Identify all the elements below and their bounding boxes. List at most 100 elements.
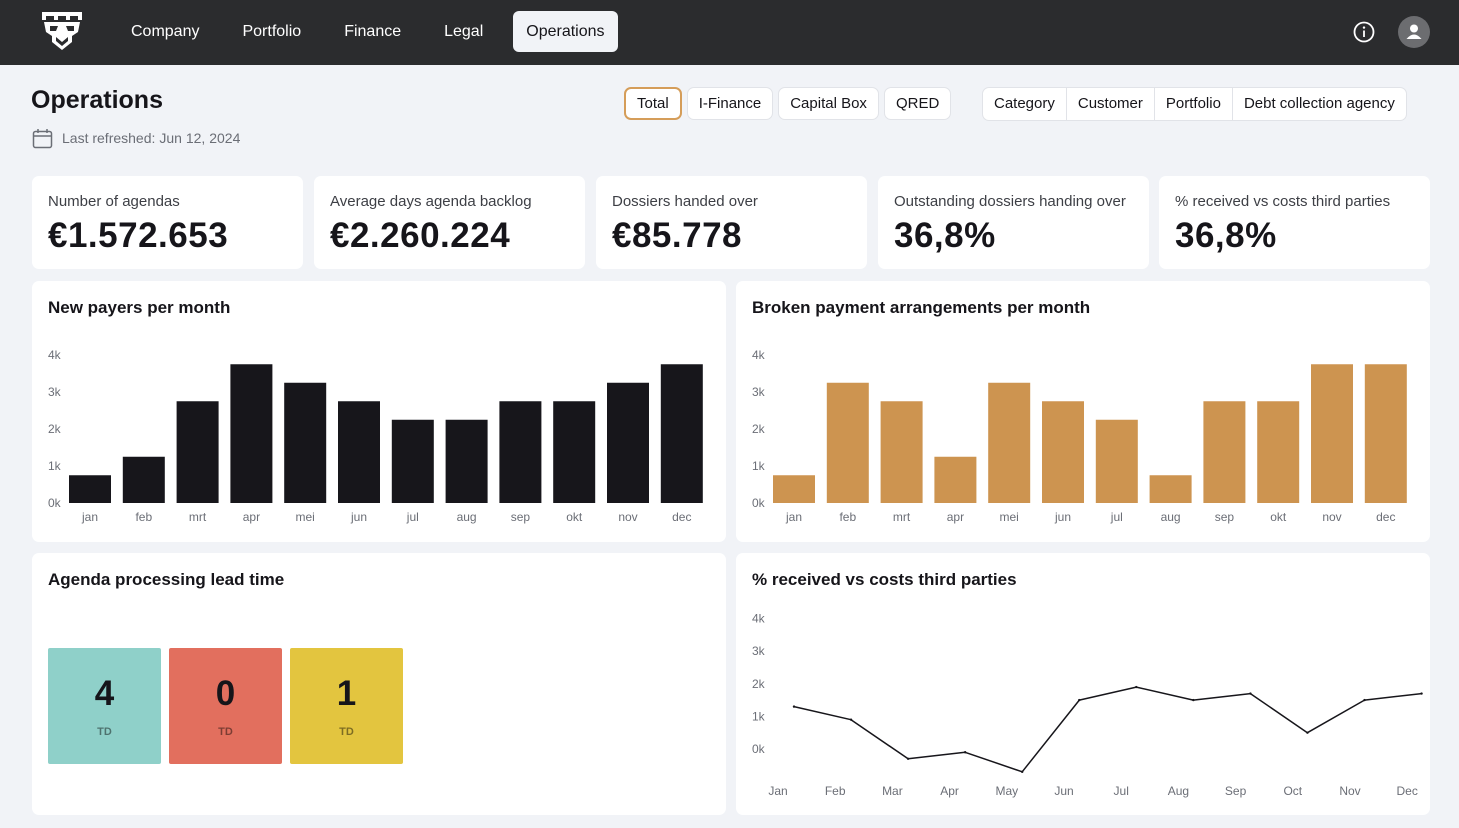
y-tick-label: 2k [752,677,766,691]
logo-icon[interactable] [40,10,84,52]
y-tick-label: 4k [752,348,766,362]
x-tick-label: feb [839,510,856,524]
x-tick-label: dec [1376,510,1395,524]
x-tick-label: Oct [1283,784,1302,798]
kpi-label: Outstanding dossiers handing over [894,193,1126,210]
x-tick-label: sep [511,510,531,524]
bar [773,475,815,503]
nav-item-legal[interactable]: Legal [444,23,484,40]
tile-unit: TD [339,726,354,738]
broken-arrangements-chart: 0k 1k 2k 3k 4k jan feb mrt apr mei jun jul aug sep okt… [752,348,1407,524]
bar [122,456,165,503]
main-nav: Company Portfolio Finance Legal Operatio… [118,11,635,52]
x-tick-label: okt [1270,510,1287,524]
x-tick-label: mrt [189,510,207,524]
bar [69,475,111,503]
bar [1311,364,1353,503]
bar [660,364,703,503]
x-tick-label: mei [1000,510,1019,524]
x-tick-label: Jul [1114,784,1129,798]
y-tick-label: 4k [752,612,766,626]
kpi-card: % received vs costs third parties 36,8% [1159,176,1430,269]
tile-value: 1 [336,674,357,713]
x-tick-label: feb [135,510,152,524]
kpi-value: €2.260.224 [330,216,511,255]
last-refreshed: Last refreshed: Jun 12, 2024 [32,127,240,149]
kpi-value: €85.778 [612,216,743,255]
y-tick-label: 2k [752,422,766,436]
x-tick-label: jun [1054,510,1071,524]
x-tick-label: Jan [768,784,787,798]
nav-item-portfolio[interactable]: Portfolio [242,23,302,40]
nav-item-company[interactable]: Company [131,23,200,40]
y-tick-label: 0k [752,742,766,756]
filter-i-finance[interactable]: I-Finance [686,87,774,120]
source-filter-group: Total I-Finance Capital Box QRED [624,87,956,120]
calendar-icon [32,128,53,148]
bar [176,401,219,503]
bar [1203,401,1246,503]
y-tick-label: 1k [752,709,766,723]
kpi-card: Dossiers handed over €85.778 [596,176,867,269]
bar [1149,475,1192,503]
kpi-label: Average days agenda backlog [330,193,532,210]
bar [1042,401,1084,503]
y-tick-label: 2k [48,422,62,436]
view-customer[interactable]: Customer [1067,88,1155,120]
view-debt-collection-agency[interactable]: Debt collection agency [1243,95,1395,112]
bar [338,401,380,503]
kpi-card: Outstanding dossiers handing over 36,8% [878,176,1149,269]
received-vs-costs-chart: 0k 1k 2k 3k 4k Jan Feb Mar Apr May Jun Jul Aug Sep Oct… [752,612,1423,798]
x-tick-label: Dec [1397,784,1418,798]
tile-unit: TD [97,726,112,738]
bar [1257,401,1300,503]
y-tick-label: 4k [48,348,62,362]
view-portfolio[interactable]: Portfolio [1155,88,1233,120]
kpi-label: Number of agendas [48,193,180,210]
x-tick-label: jan [81,510,98,524]
lead-time-tile: 1 TD [290,648,403,764]
x-tick-label: mrt [893,510,911,524]
filter-total[interactable]: Total [624,87,682,120]
x-tick-label: Aug [1168,784,1189,798]
lead-time-tile: 0 TD [169,648,282,764]
chart-title: % received vs costs third parties [752,570,1017,589]
x-tick-label: okt [566,510,583,524]
x-tick-label: jan [785,510,802,524]
received-vs-costs-panel: % received vs costs third parties 0k 1k 2k… [736,553,1430,815]
x-tick-label: aug [457,510,477,524]
x-tick-label: dec [672,510,691,524]
x-tick-label: apr [243,510,260,524]
x-tick-label: nov [618,510,637,524]
bar [607,382,649,503]
top-navigation-bar: Company Portfolio Finance Legal Operatio… [0,0,1459,65]
nav-item-operations[interactable]: Operations [513,11,618,52]
y-tick-label: 1k [48,459,62,473]
bar [1364,364,1407,503]
x-tick-label: May [995,784,1018,798]
x-tick-label: jul [1110,510,1123,524]
chart-title: New payers per month [48,298,231,317]
x-tick-label: Nov [1339,784,1360,798]
kpi-card: Average days agenda backlog €2.260.224 [314,176,585,269]
x-tick-label: aug [1161,510,1181,524]
bar [553,401,596,503]
broken-arrangements-panel: Broken payment arrangements per month 0k… [736,281,1430,542]
user-icon[interactable] [1398,16,1430,48]
nav-item-finance[interactable]: Finance [344,23,402,40]
y-tick-label: 3k [752,385,766,399]
kpi-label: Dossiers handed over [612,193,758,210]
y-tick-label: 1k [752,459,766,473]
info-icon[interactable] [1348,16,1380,48]
x-tick-label: Apr [940,784,959,798]
bar [284,382,327,503]
tile-value: 0 [215,674,236,713]
y-tick-label: 0k [48,496,62,510]
filter-qred[interactable]: QRED [883,87,952,120]
bar [499,401,542,503]
view-category[interactable]: Category [983,88,1067,120]
lead-time-tile: 4 TD [48,648,161,764]
kpi-card: Number of agendas €1.572.653 [32,176,303,269]
filter-capital-box[interactable]: Capital Box [778,87,879,120]
kpi-value: 36,8% [894,216,996,255]
